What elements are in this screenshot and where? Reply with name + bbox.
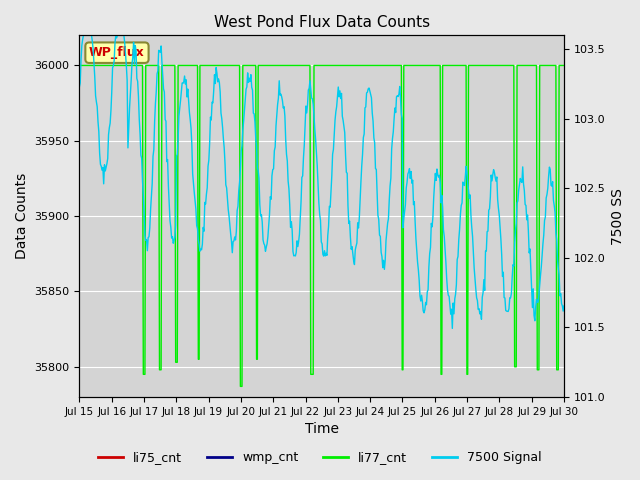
Text: WP_flux: WP_flux xyxy=(89,46,145,59)
Y-axis label: Data Counts: Data Counts xyxy=(15,173,29,259)
Legend: li75_cnt, wmp_cnt, li77_cnt, 7500 Signal: li75_cnt, wmp_cnt, li77_cnt, 7500 Signal xyxy=(93,446,547,469)
Y-axis label: 7500 SS: 7500 SS xyxy=(611,188,625,245)
X-axis label: Time: Time xyxy=(305,422,339,436)
Title: West Pond Flux Data Counts: West Pond Flux Data Counts xyxy=(214,15,429,30)
